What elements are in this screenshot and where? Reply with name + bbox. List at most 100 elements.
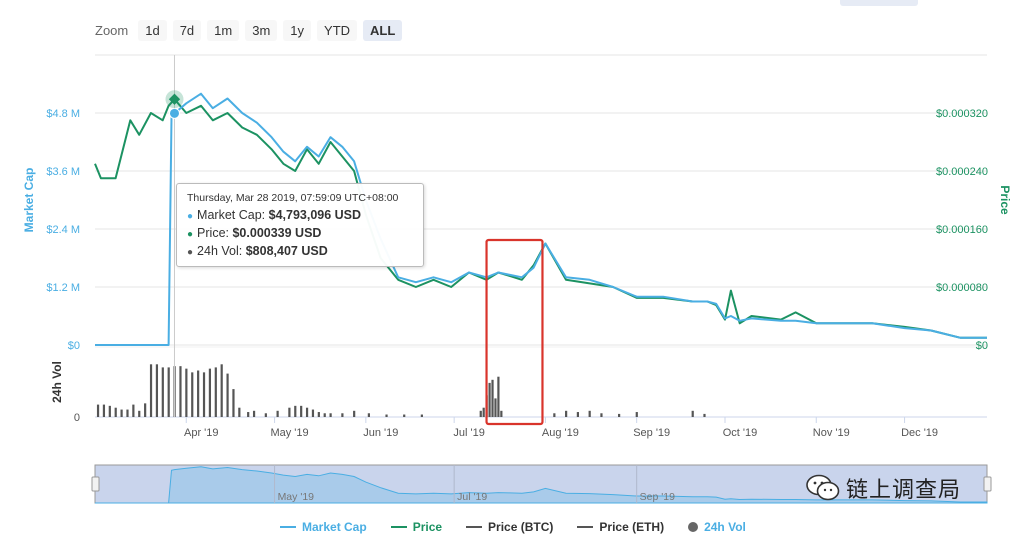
navigator-tick-label: Jul '19: [457, 491, 487, 503]
zoom-button-7d[interactable]: 7d: [172, 19, 202, 41]
legend-market-cap-label: Market Cap: [302, 520, 367, 534]
legend-item-price-btc[interactable]: Price (BTC): [466, 520, 553, 534]
volume-bar: [576, 412, 579, 417]
volume-bar: [191, 372, 194, 417]
volume-bar: [155, 364, 159, 417]
legend-price-eth-label: Price (ETH): [599, 520, 665, 534]
volume-bar: [491, 379, 494, 417]
navigator[interactable]: May '19 Jul '19 Sep '19: [91, 464, 992, 504]
legend-item-price-eth[interactable]: Price (ETH): [577, 520, 664, 534]
axes: Market Cap Price 24h Vol $0 $0 $1.2 M $0.00…: [22, 108, 1010, 439]
x-tick-label: Aug '19: [542, 427, 579, 439]
tooltip-vol-label: 24h Vol:: [197, 244, 243, 258]
volume-bar: [144, 403, 147, 417]
y-left-tick-label: $1.2 M: [46, 282, 80, 294]
watermark: 链上调查局: [806, 472, 961, 504]
volume-bar: [276, 410, 279, 417]
volume-bar: [226, 373, 229, 417]
volume-bar: [185, 368, 188, 417]
volume-bar: [420, 414, 423, 417]
volume-bar: [479, 410, 482, 417]
volume-bar: [618, 413, 621, 417]
volume-dot-icon: ●: [187, 247, 194, 258]
x-tick-label: Apr '19: [184, 427, 219, 439]
volume-bar: [482, 407, 485, 417]
volume-bar: [288, 407, 291, 417]
hover-markers: [165, 55, 184, 417]
volume-bar: [497, 376, 500, 417]
legend-item-price[interactable]: Price: [390, 520, 442, 534]
zoom-label: Zoom: [95, 22, 129, 38]
chart-legend: Market Cap Price Price (BTC) Price (ETH)…: [280, 520, 746, 534]
x-tick-label: Jun '19: [363, 427, 398, 439]
legend-item-volume[interactable]: 24h Vol: [688, 520, 746, 534]
y-left-tick-label: $2.4 M: [46, 224, 80, 236]
volume-bar: [494, 398, 497, 417]
navigator-right-handle: [983, 476, 992, 492]
volume-bar: [635, 412, 638, 417]
x-tick-label: Jul '19: [453, 427, 484, 439]
tooltip-price-value: $0.000339 USD: [232, 226, 322, 240]
y-left-tick-label: $0: [68, 340, 80, 352]
tooltip-market-cap-value: $4,793,096 USD: [268, 208, 362, 222]
volume-bar: [600, 413, 603, 417]
volume-bar: [102, 404, 106, 417]
volume-bar: [108, 405, 111, 417]
x-tick-label: Dec '19: [901, 427, 938, 439]
navigator-series-area: [95, 466, 988, 504]
highlight-box: [485, 238, 544, 426]
volume-bar: [126, 409, 129, 417]
menu-button[interactable]: [840, 0, 918, 6]
volume-bar: [132, 404, 135, 417]
y-right-tick-label: $0.000240: [936, 166, 988, 178]
volume-bar: [161, 367, 164, 417]
y-left-tick-label: $4.8 M: [46, 108, 80, 120]
volume-bar: [264, 413, 267, 417]
volume-bar: [149, 364, 153, 417]
volume-bar: [367, 413, 370, 417]
zoom-button-ytd[interactable]: YTD: [317, 19, 358, 41]
volume-bar: [232, 389, 235, 417]
legend-item-market-cap[interactable]: Market Cap: [280, 520, 367, 534]
volume-bar: [294, 405, 297, 417]
volume-bar: [220, 364, 223, 417]
y-left-axis-title: Market Cap: [22, 168, 36, 233]
zoom-button-all[interactable]: ALL: [363, 19, 403, 41]
legend-price-line-icon: [390, 526, 407, 528]
x-tick-label: May '19: [270, 427, 308, 439]
volume-bar: [167, 367, 170, 417]
volume-bar: [202, 372, 206, 417]
volume-bar: [323, 413, 326, 417]
y-right-tick-label: $0: [976, 340, 988, 352]
volume-bar: [214, 367, 217, 417]
zoom-button-3m[interactable]: 3m: [245, 19, 278, 41]
zoom-button-1d[interactable]: 1d: [138, 19, 167, 41]
volume-bar: [341, 413, 344, 417]
volume-bar: [691, 410, 694, 417]
volume-bar: [197, 370, 200, 417]
y-vol-tick-label: 0: [74, 412, 80, 424]
market-cap-hover-marker: [168, 107, 180, 119]
tooltip-market-cap-row: ● Market Cap: $4,793,096 USD: [187, 207, 423, 225]
price-dot-icon: ●: [187, 229, 194, 240]
volume-bar: [311, 409, 315, 417]
zoom-button-1y[interactable]: 1y: [283, 19, 312, 41]
legend-price-btc-label: Price (BTC): [488, 520, 554, 534]
tooltip-date: Thursday, Mar 28 2019, 07:59:09 UTC+08:0…: [187, 192, 399, 204]
volume-bar: [247, 412, 250, 417]
y-right-tick-label: $0.000320: [936, 108, 988, 120]
volume-bar: [305, 407, 309, 417]
x-tick-label: Oct '19: [723, 427, 758, 439]
y-left-tick-label: $3.6 M: [46, 166, 80, 178]
volume-bar: [96, 404, 100, 417]
volume-bar: [553, 413, 556, 417]
zoom-button-1m[interactable]: 1m: [207, 19, 240, 41]
zoom-bar: Zoom 1d 7d 1m 3m 1y YTD ALL: [95, 19, 403, 41]
volume-bar: [488, 382, 491, 417]
legend-volume-label: 24h Vol: [704, 520, 746, 534]
navigator-left-handle: [91, 476, 100, 492]
y-right-tick-label: $0.000080: [936, 282, 988, 294]
legend-price-btc-line-icon: [466, 526, 483, 528]
legend-market-cap-line-icon: [280, 526, 296, 528]
wechat-icon: [806, 474, 840, 501]
